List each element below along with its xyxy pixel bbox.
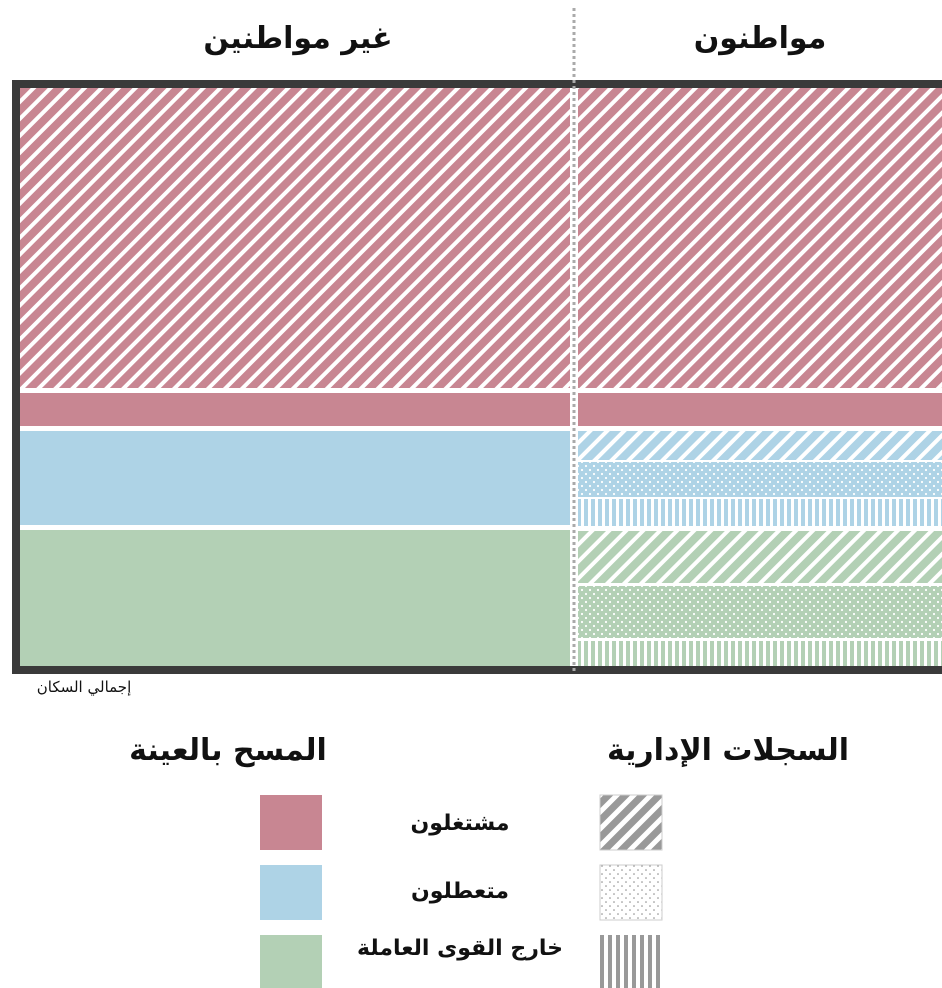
header-citizens: مواطنون — [694, 21, 827, 56]
header-non-citizens: غير مواطنين — [203, 21, 392, 56]
legend-label: مشتغلون — [411, 811, 510, 836]
block — [20, 393, 570, 426]
block — [578, 88, 942, 388]
legend-heading: السجلات الإدارية — [607, 733, 849, 768]
legend-swatch — [599, 794, 663, 851]
block — [578, 462, 942, 497]
legend-heading: المسح بالعينة — [129, 733, 327, 768]
block — [20, 530, 570, 666]
legend-label: متعطلون — [411, 879, 509, 904]
footnote: إجمالي السكان — [37, 678, 132, 697]
non-citizens-column — [20, 88, 570, 666]
block — [578, 393, 942, 426]
block — [578, 586, 942, 638]
legend-swatch — [600, 935, 662, 988]
block — [578, 499, 942, 526]
legend-swatch — [599, 864, 663, 921]
legend-swatch — [260, 865, 322, 920]
block — [20, 431, 570, 525]
legend-swatch — [260, 935, 322, 988]
block — [20, 88, 570, 388]
block — [578, 531, 942, 583]
block — [578, 641, 942, 666]
block — [578, 431, 942, 460]
citizens-column — [578, 88, 942, 666]
legend-label: خارج القوى العاملة — [357, 936, 563, 961]
legend-swatch — [260, 795, 322, 850]
